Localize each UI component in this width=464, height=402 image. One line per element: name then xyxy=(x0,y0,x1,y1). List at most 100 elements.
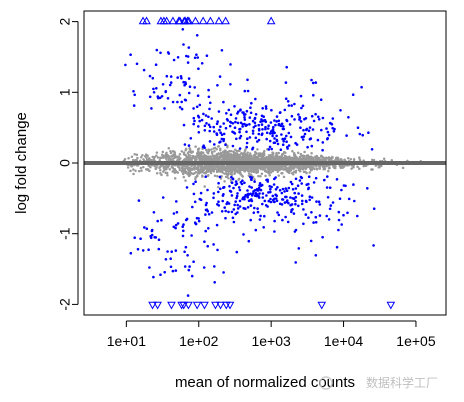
gene-point xyxy=(263,168,267,171)
significant-gene-point xyxy=(372,244,375,247)
gene-point xyxy=(226,144,229,148)
gene-point xyxy=(206,151,210,155)
gene-point xyxy=(180,150,184,153)
watermark-logo-icon xyxy=(319,376,333,390)
gene-point xyxy=(240,158,244,161)
significant-gene-point xyxy=(335,245,339,249)
gene-point xyxy=(188,170,192,173)
significant-gene-point xyxy=(274,193,277,196)
significant-gene-point xyxy=(186,254,189,257)
gene-point xyxy=(323,164,326,168)
significant-gene-point xyxy=(152,87,155,91)
significant-gene-point xyxy=(351,93,355,96)
significant-gene-point xyxy=(234,180,238,183)
gene-point xyxy=(173,177,177,180)
significant-gene-point xyxy=(243,195,246,199)
significant-gene-point xyxy=(129,53,132,56)
gene-point xyxy=(318,157,321,160)
gene-point xyxy=(238,171,241,175)
gene-point xyxy=(288,155,291,158)
gene-point xyxy=(132,172,135,176)
gene-point xyxy=(238,149,241,153)
significant-gene-point xyxy=(347,197,351,201)
significant-gene-point xyxy=(293,230,297,233)
significant-gene-point xyxy=(260,133,264,137)
gene-point xyxy=(313,155,317,159)
gene-point xyxy=(303,150,306,154)
significant-gene-point xyxy=(287,201,290,205)
gene-point xyxy=(204,148,208,152)
gene-point xyxy=(323,167,326,171)
significant-gene-point xyxy=(176,56,180,59)
significant-gene-point xyxy=(310,144,314,148)
significant-gene-point xyxy=(255,189,259,192)
significant-gene-point xyxy=(270,147,274,151)
gene-point xyxy=(291,149,294,153)
significant-gene-point xyxy=(241,125,244,128)
significant-gene-point xyxy=(297,204,300,208)
clipped-down-marker xyxy=(200,301,209,310)
gene-point xyxy=(130,155,134,159)
significant-gene-point xyxy=(233,203,236,207)
significant-gene-point xyxy=(172,58,176,62)
gene-point xyxy=(310,151,313,155)
significant-gene-point xyxy=(202,266,206,269)
significant-gene-point xyxy=(238,188,242,192)
significant-gene-point xyxy=(228,124,232,128)
gene-point xyxy=(211,158,215,162)
significant-gene-point xyxy=(307,186,311,190)
y-tick-label: -1 xyxy=(57,227,73,240)
significant-gene-point xyxy=(314,254,318,257)
significant-gene-point xyxy=(259,184,263,187)
gene-point xyxy=(207,173,210,177)
gene-point xyxy=(291,164,295,167)
gene-point xyxy=(126,166,130,169)
gene-point xyxy=(194,177,197,181)
x-tick-label: 1e+04 xyxy=(324,333,364,349)
significant-gene-point xyxy=(218,128,221,132)
gene-point xyxy=(220,169,223,173)
significant-gene-point xyxy=(238,147,242,150)
significant-gene-point xyxy=(168,83,172,87)
significant-gene-point xyxy=(275,115,279,118)
gene-point xyxy=(159,172,162,175)
significant-gene-point xyxy=(288,123,292,126)
significant-gene-point xyxy=(176,100,179,104)
gene-point xyxy=(205,167,208,170)
gene-point xyxy=(148,169,151,173)
significant-gene-point xyxy=(281,137,285,141)
gene-point xyxy=(161,150,165,154)
significant-gene-point xyxy=(257,132,261,136)
gene-point xyxy=(142,165,145,169)
gene-point xyxy=(358,156,361,159)
significant-gene-point xyxy=(289,135,293,139)
significant-gene-point xyxy=(294,195,298,199)
significant-gene-point xyxy=(224,216,227,220)
significant-gene-point xyxy=(224,143,227,147)
significant-gene-point xyxy=(263,214,266,218)
significant-gene-point xyxy=(326,130,330,134)
significant-gene-point xyxy=(276,211,279,214)
significant-gene-point xyxy=(370,148,374,151)
gene-point xyxy=(210,167,214,171)
significant-gene-point xyxy=(145,227,149,230)
gene-point xyxy=(284,155,287,159)
significant-gene-point xyxy=(188,265,191,268)
significant-gene-point xyxy=(250,101,253,105)
significant-gene-point xyxy=(155,48,159,52)
gene-point xyxy=(217,168,221,171)
significant-gene-point xyxy=(206,244,209,248)
significant-gene-point xyxy=(204,213,207,216)
significant-gene-point xyxy=(358,132,362,136)
gene-point xyxy=(207,148,210,151)
significant-gene-point xyxy=(247,239,251,243)
gene-point xyxy=(155,172,159,175)
gene-point xyxy=(358,158,362,162)
significant-gene-point xyxy=(302,128,305,132)
significant-gene-point xyxy=(279,124,283,128)
significant-gene-point xyxy=(299,120,303,123)
significant-gene-point xyxy=(282,140,286,143)
significant-gene-point xyxy=(212,243,215,246)
gene-point xyxy=(371,168,374,171)
significant-gene-point xyxy=(326,175,329,178)
